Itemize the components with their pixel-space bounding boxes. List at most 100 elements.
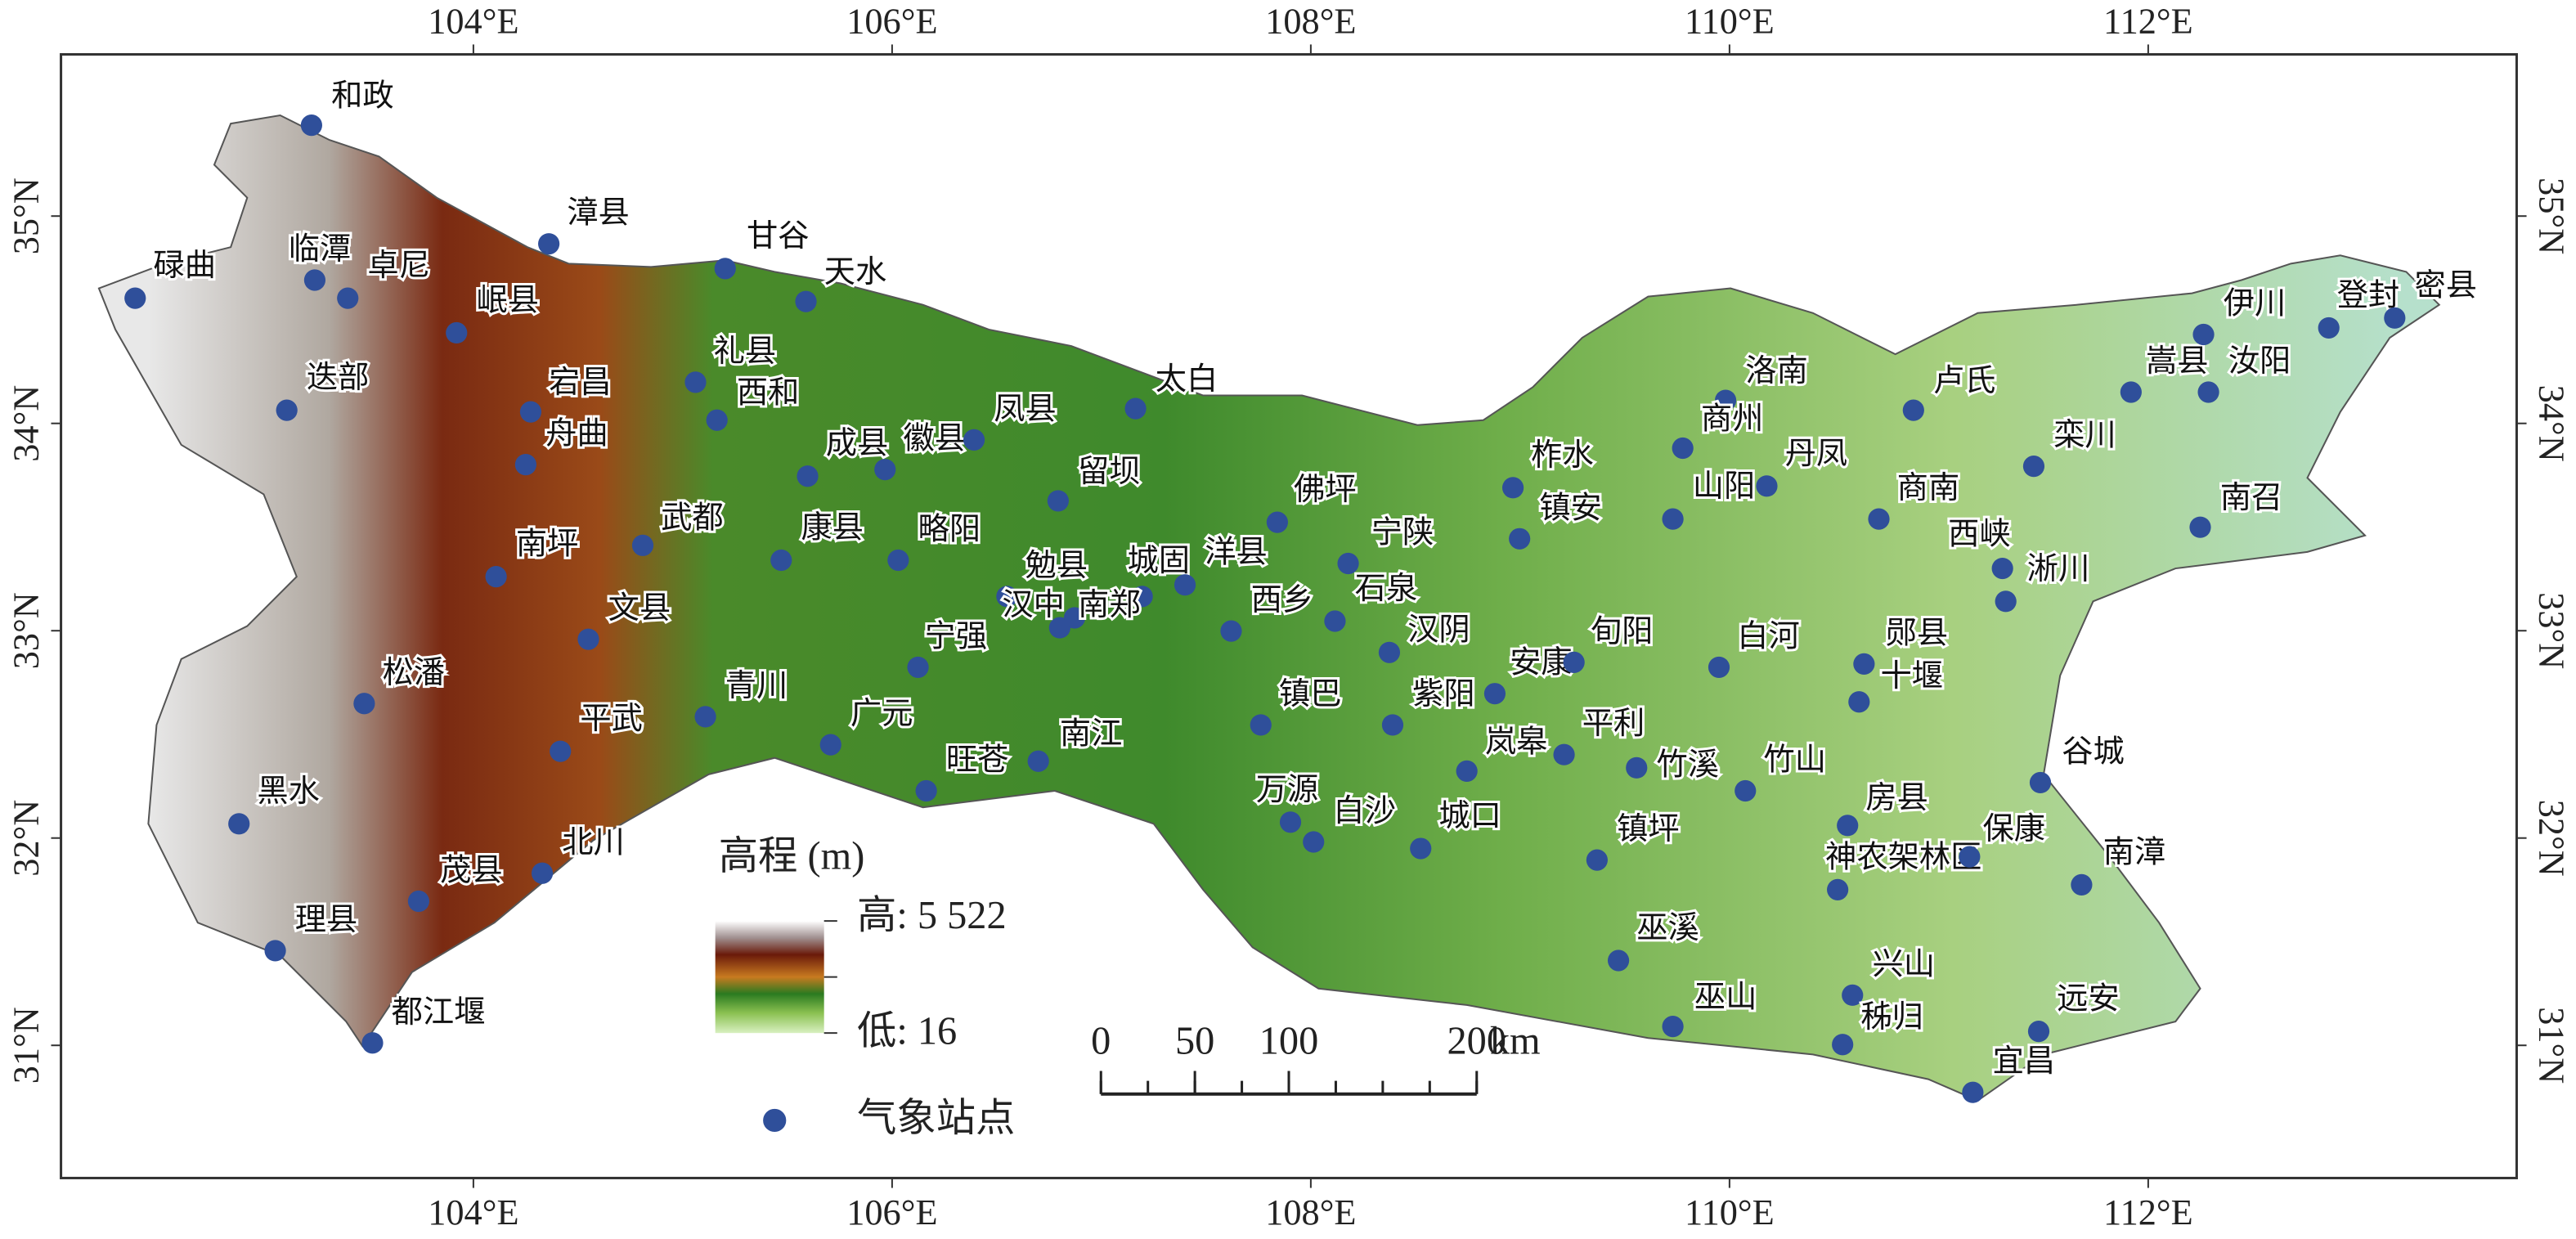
station	[1410, 837, 1432, 860]
y-tick-label: 32°N	[6, 800, 46, 877]
station-label: 柞水	[1531, 438, 1594, 473]
station-label: 商南	[1897, 470, 1960, 505]
station	[1995, 590, 2017, 613]
station-label: 淅川	[2027, 552, 2090, 586]
station	[519, 401, 542, 423]
station	[2384, 307, 2406, 329]
scale-label: 100	[1259, 1019, 1319, 1062]
station-label: 汉阴	[1407, 613, 1470, 647]
station	[2029, 771, 2052, 794]
station-label: 房县	[1865, 781, 1928, 815]
station-label: 镇坪	[1617, 812, 1680, 846]
station-label: 安康	[1510, 645, 1573, 680]
x-tick-label: 104°E	[428, 1, 518, 41]
station-label: 广元	[850, 697, 913, 731]
legend-low: 低: 16	[857, 1009, 957, 1053]
station	[1832, 1034, 1854, 1056]
station-label: 伊川	[2224, 287, 2287, 321]
station	[1337, 552, 1359, 575]
station-label: 白河	[1737, 619, 1800, 653]
station-label: 留坝	[1078, 455, 1141, 489]
legend-station-symbol	[763, 1108, 787, 1133]
x-tick-label: 112°E	[2103, 1192, 2193, 1232]
station-label: 理县	[295, 903, 358, 937]
station	[1959, 846, 1981, 868]
station	[1837, 815, 1859, 837]
station	[1714, 389, 1737, 411]
y-tick-label: 31°N	[2532, 1007, 2572, 1084]
station-label: 嵩县	[2146, 344, 2209, 379]
station	[1027, 750, 1049, 772]
station-label: 丹凤	[1785, 437, 1848, 471]
station-label: 成县	[826, 427, 889, 461]
station-label: 郧县	[1886, 616, 1949, 650]
station-label: 略阳	[918, 512, 981, 547]
station-label: 密县	[2415, 267, 2478, 303]
x-tick-label: 112°E	[2103, 1, 2193, 41]
x-tick-label: 106°E	[846, 1, 937, 41]
station-label: 岚皋	[1485, 724, 1548, 759]
station	[353, 693, 375, 715]
station-label: 都江堰	[392, 995, 486, 1030]
station	[1827, 878, 1849, 900]
station	[1735, 779, 1757, 802]
station	[631, 534, 654, 556]
station-label: 南漳	[2103, 834, 2166, 869]
station-label: 青川	[725, 669, 788, 703]
station	[1662, 508, 1684, 530]
station-label: 南召	[2220, 481, 2283, 515]
station-label: 和政	[331, 79, 394, 114]
station	[2189, 516, 2211, 538]
station	[1853, 653, 1875, 675]
scale-unit: km	[1490, 1019, 1541, 1062]
station-label: 紫阳	[1412, 677, 1475, 712]
station	[550, 740, 572, 762]
station-label: 卢氏	[1933, 364, 1996, 398]
station-label: 竹山	[1763, 743, 1826, 778]
station-label: 天水	[824, 255, 887, 290]
station	[1266, 511, 1288, 533]
station	[1220, 620, 1242, 642]
y-tick-label: 32°N	[2532, 800, 2572, 877]
station-label: 平武	[580, 702, 643, 736]
y-tick-label: 34°N	[2532, 385, 2572, 462]
station	[1324, 610, 1346, 632]
station	[1483, 683, 1506, 705]
station	[1279, 811, 1302, 833]
station	[1381, 714, 1404, 736]
station-label: 旬阳	[1591, 614, 1654, 649]
station-label: 秭归	[1860, 1000, 1923, 1035]
station	[407, 890, 429, 913]
station-label: 登封	[2337, 278, 2400, 312]
station-label: 白沙	[1333, 794, 1396, 828]
x-tick-label: 104°E	[428, 1192, 518, 1232]
station	[1586, 849, 1608, 871]
station-label: 十堰	[1881, 659, 1944, 694]
station-label: 宁强	[925, 618, 988, 653]
station	[361, 1032, 384, 1054]
station	[915, 779, 937, 802]
station	[2318, 316, 2340, 339]
legend-title: 高程 (m)	[719, 835, 865, 878]
legend-stations: 气象站点	[857, 1097, 1015, 1140]
station-label: 西乡	[1251, 583, 1314, 617]
station-label: 黑水	[257, 774, 320, 809]
station	[303, 269, 326, 291]
station-label: 康县	[801, 510, 864, 545]
station	[1174, 574, 1196, 596]
station-label: 礼县	[714, 334, 777, 369]
station-label: 谷城	[2062, 734, 2125, 769]
station	[1456, 760, 1478, 782]
station	[714, 258, 736, 280]
station-label: 兴山	[1872, 947, 1935, 981]
station	[276, 399, 298, 421]
station	[1509, 527, 1531, 550]
station-label: 佛坪	[1294, 473, 1357, 507]
station	[1303, 831, 1325, 853]
station	[228, 813, 250, 835]
station	[874, 459, 896, 481]
station	[2197, 381, 2219, 403]
station-label: 西峡	[1948, 518, 2011, 552]
station-label: 西和	[737, 375, 800, 410]
